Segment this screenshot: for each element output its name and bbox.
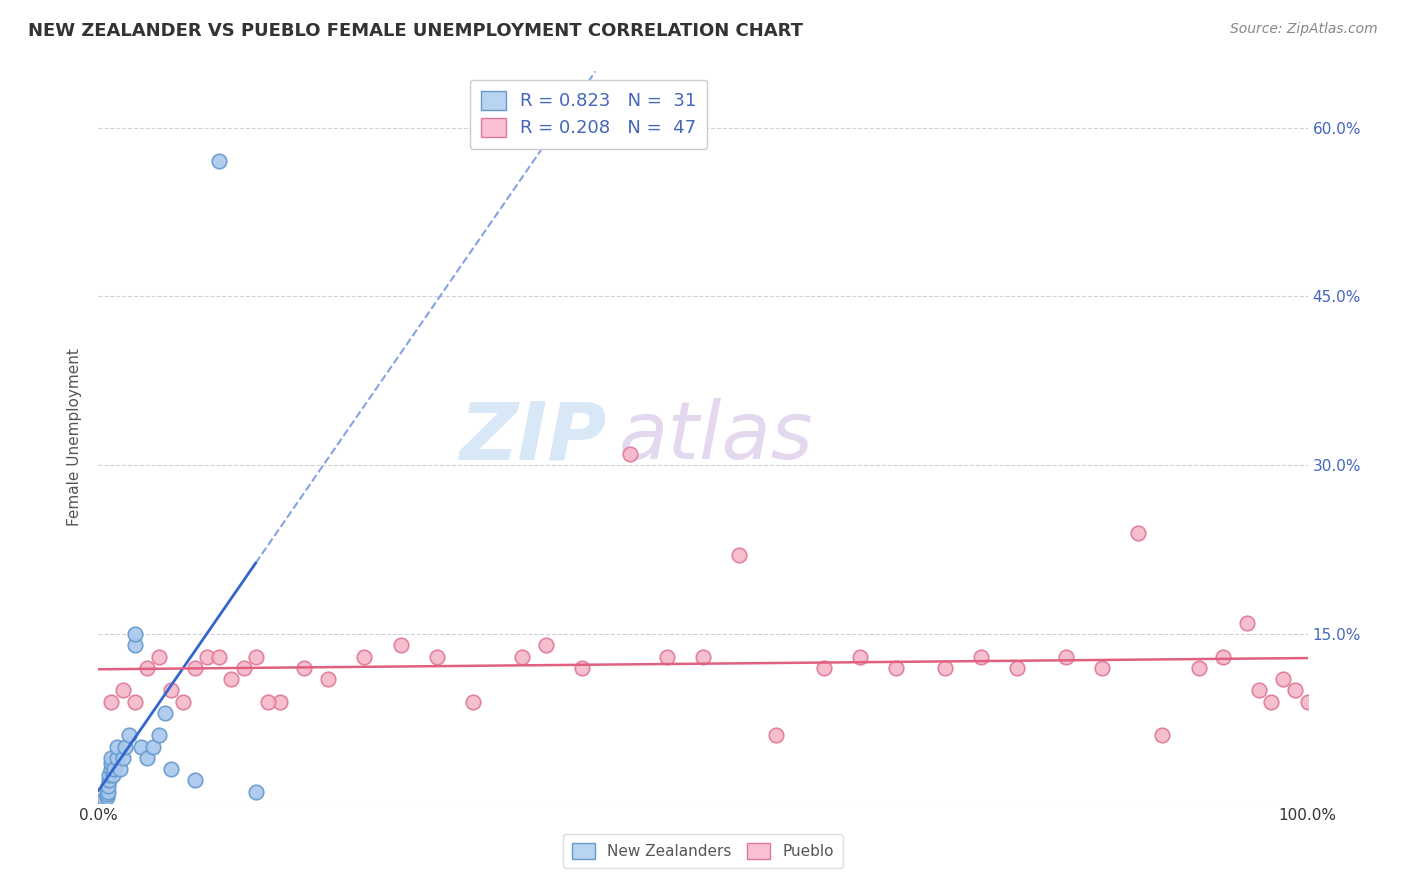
Point xyxy=(142,739,165,754)
Point xyxy=(692,649,714,664)
Point xyxy=(148,728,170,742)
Point xyxy=(103,762,125,776)
Point xyxy=(269,694,291,708)
Text: Source: ZipAtlas.com: Source: ZipAtlas.com xyxy=(1230,22,1378,37)
Point xyxy=(534,638,557,652)
Point xyxy=(934,661,956,675)
Point xyxy=(510,649,533,664)
Point xyxy=(292,661,315,675)
Point xyxy=(160,762,183,776)
Point xyxy=(101,767,124,781)
Point xyxy=(426,649,449,664)
Point xyxy=(1296,694,1319,708)
Point xyxy=(96,790,118,805)
Point xyxy=(98,767,121,781)
Point xyxy=(93,796,115,810)
Point xyxy=(100,756,122,771)
Point xyxy=(1152,728,1174,742)
Point xyxy=(111,683,134,698)
Point xyxy=(1128,525,1150,540)
Point xyxy=(124,694,146,708)
Point xyxy=(728,548,751,562)
Point xyxy=(619,447,641,461)
Point xyxy=(1260,694,1282,708)
Point xyxy=(571,661,593,675)
Point xyxy=(765,728,787,742)
Legend: New Zealanders, Pueblo: New Zealanders, Pueblo xyxy=(564,834,842,868)
Point xyxy=(124,627,146,641)
Point xyxy=(135,751,157,765)
Point xyxy=(96,787,118,801)
Point xyxy=(111,751,134,765)
Point xyxy=(245,649,267,664)
Point xyxy=(135,661,157,675)
Point xyxy=(148,649,170,664)
Point xyxy=(463,694,485,708)
Point xyxy=(1212,649,1234,664)
Point xyxy=(813,661,835,675)
Point xyxy=(100,762,122,776)
Point xyxy=(114,739,136,754)
Point xyxy=(221,672,243,686)
Point xyxy=(1249,683,1271,698)
Point xyxy=(1091,661,1114,675)
Point xyxy=(98,773,121,788)
Point xyxy=(195,649,218,664)
Point xyxy=(100,694,122,708)
Y-axis label: Female Unemployment: Female Unemployment xyxy=(67,348,83,526)
Point xyxy=(316,672,339,686)
Point xyxy=(1007,661,1029,675)
Point xyxy=(232,661,254,675)
Point xyxy=(184,661,207,675)
Text: atlas: atlas xyxy=(619,398,813,476)
Text: ZIP: ZIP xyxy=(458,398,606,476)
Point xyxy=(93,796,115,810)
Point xyxy=(245,784,267,798)
Point xyxy=(1272,672,1295,686)
Point xyxy=(655,649,678,664)
Point xyxy=(1236,615,1258,630)
Point xyxy=(886,661,908,675)
Point xyxy=(108,762,131,776)
Point xyxy=(124,638,146,652)
Point xyxy=(256,694,278,708)
Point xyxy=(105,751,128,765)
Point xyxy=(172,694,194,708)
Point xyxy=(97,784,120,798)
Point xyxy=(93,792,115,806)
Point xyxy=(118,728,141,742)
Point xyxy=(970,649,993,664)
Point xyxy=(1188,661,1211,675)
Point xyxy=(153,706,176,720)
Point xyxy=(100,751,122,765)
Point xyxy=(849,649,872,664)
Point xyxy=(1284,683,1306,698)
Point xyxy=(353,649,375,664)
Point xyxy=(389,638,412,652)
Point xyxy=(105,739,128,754)
Point xyxy=(160,683,183,698)
Point xyxy=(208,154,231,169)
Point xyxy=(129,739,152,754)
Text: NEW ZEALANDER VS PUEBLO FEMALE UNEMPLOYMENT CORRELATION CHART: NEW ZEALANDER VS PUEBLO FEMALE UNEMPLOYM… xyxy=(28,22,803,40)
Point xyxy=(97,779,120,793)
Point xyxy=(208,649,231,664)
Point xyxy=(184,773,207,788)
Point xyxy=(1054,649,1077,664)
